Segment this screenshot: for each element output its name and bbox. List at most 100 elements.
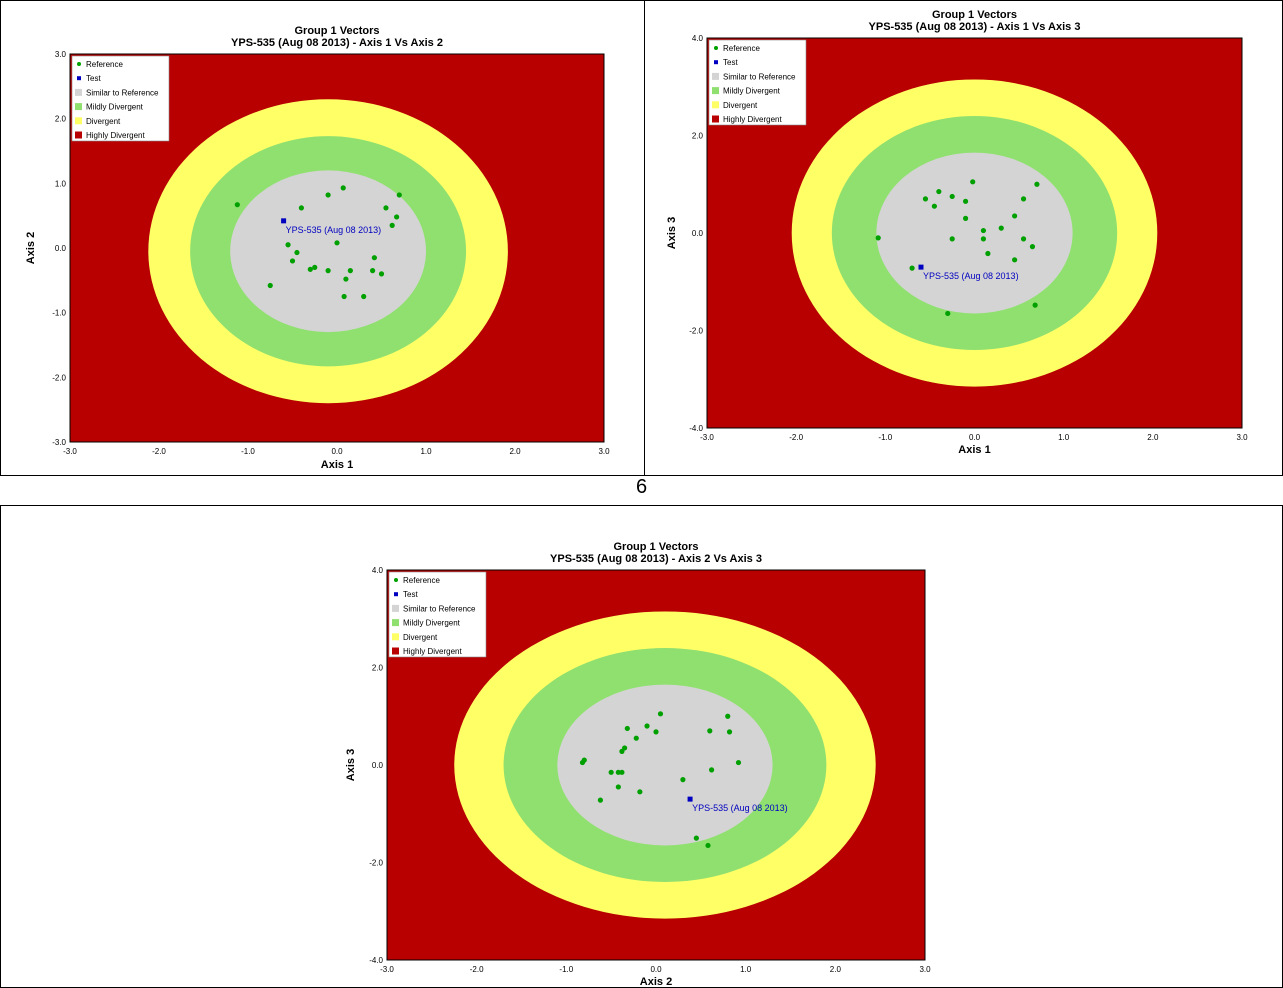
x-tick-label: 2.0 (1147, 433, 1159, 442)
x-tick-label: 1.0 (1058, 433, 1070, 442)
legend-label-similar: Similar to Reference (403, 604, 476, 613)
legend-label-reference: Reference (403, 576, 440, 585)
scatter-chart-axis1-vs-axis3: Group 1 Vectors YPS-535 (Aug 08 2013) - A… (645, 0, 1283, 476)
legend-swatch-reference (77, 62, 81, 66)
legend-label-divergent: Divergent (86, 117, 121, 126)
y-tick-label: 0.0 (372, 761, 384, 770)
reference-point (705, 842, 711, 849)
legend-swatch-highly (75, 131, 82, 139)
reference-point (633, 735, 639, 741)
legend-swatch-reference (394, 578, 398, 582)
legend-swatch-mildly (392, 619, 399, 627)
legend-swatch-divergent (392, 633, 399, 641)
reference-point (1020, 236, 1027, 242)
reference-point (1029, 244, 1036, 250)
legend-label-highly: Highly Divergent (403, 647, 462, 656)
y-axis-label: Axis 2 (25, 232, 37, 264)
y-tick-label: 2.0 (372, 664, 384, 673)
reference-point (936, 188, 942, 195)
legend-label-reference: Reference (86, 60, 123, 69)
legend-label-divergent: Divergent (403, 633, 438, 642)
reference-point (1012, 257, 1018, 263)
legend-label-mildly: Mildly Divergent (403, 619, 461, 628)
y-tick-label: 0.0 (692, 229, 704, 238)
y-tick-label: -4.0 (369, 956, 383, 965)
legend: Reference Test Similar to Reference Mildly … (71, 55, 170, 142)
y-tick-label: 0.0 (55, 244, 67, 253)
region-similar (876, 152, 1073, 314)
reference-point (370, 268, 376, 274)
region-similar (557, 684, 773, 846)
reference-point (909, 265, 915, 271)
reference-point (334, 240, 340, 246)
reference-point (1032, 302, 1038, 308)
legend-label-mildly: Mildly Divergent (723, 87, 781, 96)
reference-point (608, 769, 614, 775)
reference-point (707, 728, 713, 734)
legend-label-similar: Similar to Reference (86, 88, 159, 97)
x-tick-label: 1.0 (740, 965, 752, 974)
reference-point (341, 293, 347, 300)
reference-point (922, 196, 929, 202)
y-tick-label: -4.0 (689, 424, 703, 433)
legend-swatch-divergent (712, 101, 719, 109)
reference-point (622, 745, 628, 751)
reference-point (1020, 196, 1027, 202)
chart-subtitle: YPS-535 (Aug 08 2013) - Axis 2 Vs Axis 3 (550, 553, 762, 565)
legend-label-divergent: Divergent (723, 101, 758, 110)
reference-point (378, 271, 385, 277)
reference-point (735, 759, 742, 766)
reference-point (980, 236, 987, 242)
legend-label-mildly: Mildly Divergent (86, 103, 144, 112)
reference-point (343, 276, 349, 282)
chart-subtitle: YPS-535 (Aug 08 2013) - Axis 1 Vs Axis 2 (231, 37, 443, 49)
legend-swatch-similar (392, 604, 399, 612)
reference-point (371, 255, 377, 261)
test-point-label: YPS-535 (Aug 08 2013) (923, 271, 1019, 281)
reference-point (1034, 181, 1040, 187)
reference-point (962, 198, 969, 204)
reference-point (289, 258, 296, 264)
y-tick-label: 3.0 (55, 50, 67, 59)
y-axis-label: Axis 3 (345, 749, 357, 781)
reference-point (985, 250, 991, 257)
x-tick-label: -3.0 (63, 447, 77, 456)
reference-point (1012, 213, 1018, 219)
x-axis-label: Axis 1 (321, 459, 353, 471)
reference-point (624, 725, 630, 732)
reference-point (725, 713, 731, 719)
reference-point (726, 729, 733, 735)
y-tick-label: -2.0 (52, 373, 66, 382)
reference-point (970, 179, 976, 185)
legend-label-highly: Highly Divergent (86, 131, 145, 140)
x-tick-label: -3.0 (700, 433, 714, 442)
test-point (687, 796, 693, 802)
reference-point (998, 225, 1004, 231)
legend-swatch-highly (712, 115, 719, 123)
x-tick-label: -2.0 (470, 965, 484, 974)
y-axis-label: Axis 3 (666, 217, 678, 249)
reference-point (298, 205, 304, 211)
y-tick-label: 4.0 (692, 34, 704, 43)
reference-point (581, 757, 587, 763)
chart-title: Group 1 Vectors (932, 9, 1017, 21)
legend-swatch-test (394, 592, 398, 597)
y-tick-label: -1.0 (52, 309, 66, 318)
reference-point (949, 193, 955, 200)
reference-point (396, 192, 402, 198)
y-tick-label: -2.0 (689, 327, 703, 336)
legend-swatch-reference (714, 46, 718, 50)
chart-title: Group 1 Vectors (614, 541, 699, 553)
reference-point (312, 264, 318, 270)
page-number: 6 (635, 476, 648, 498)
x-tick-label: -2.0 (152, 447, 166, 456)
test-point-label: YPS-535 (Aug 08 2013) (286, 225, 382, 235)
reference-point (980, 227, 987, 234)
x-tick-label: -1.0 (878, 433, 892, 442)
x-tick-label: -1.0 (241, 447, 255, 456)
reference-point (347, 268, 353, 274)
chart-title: Group 1 Vectors (295, 25, 380, 37)
test-point (918, 264, 924, 270)
legend-swatch-divergent (75, 117, 82, 125)
